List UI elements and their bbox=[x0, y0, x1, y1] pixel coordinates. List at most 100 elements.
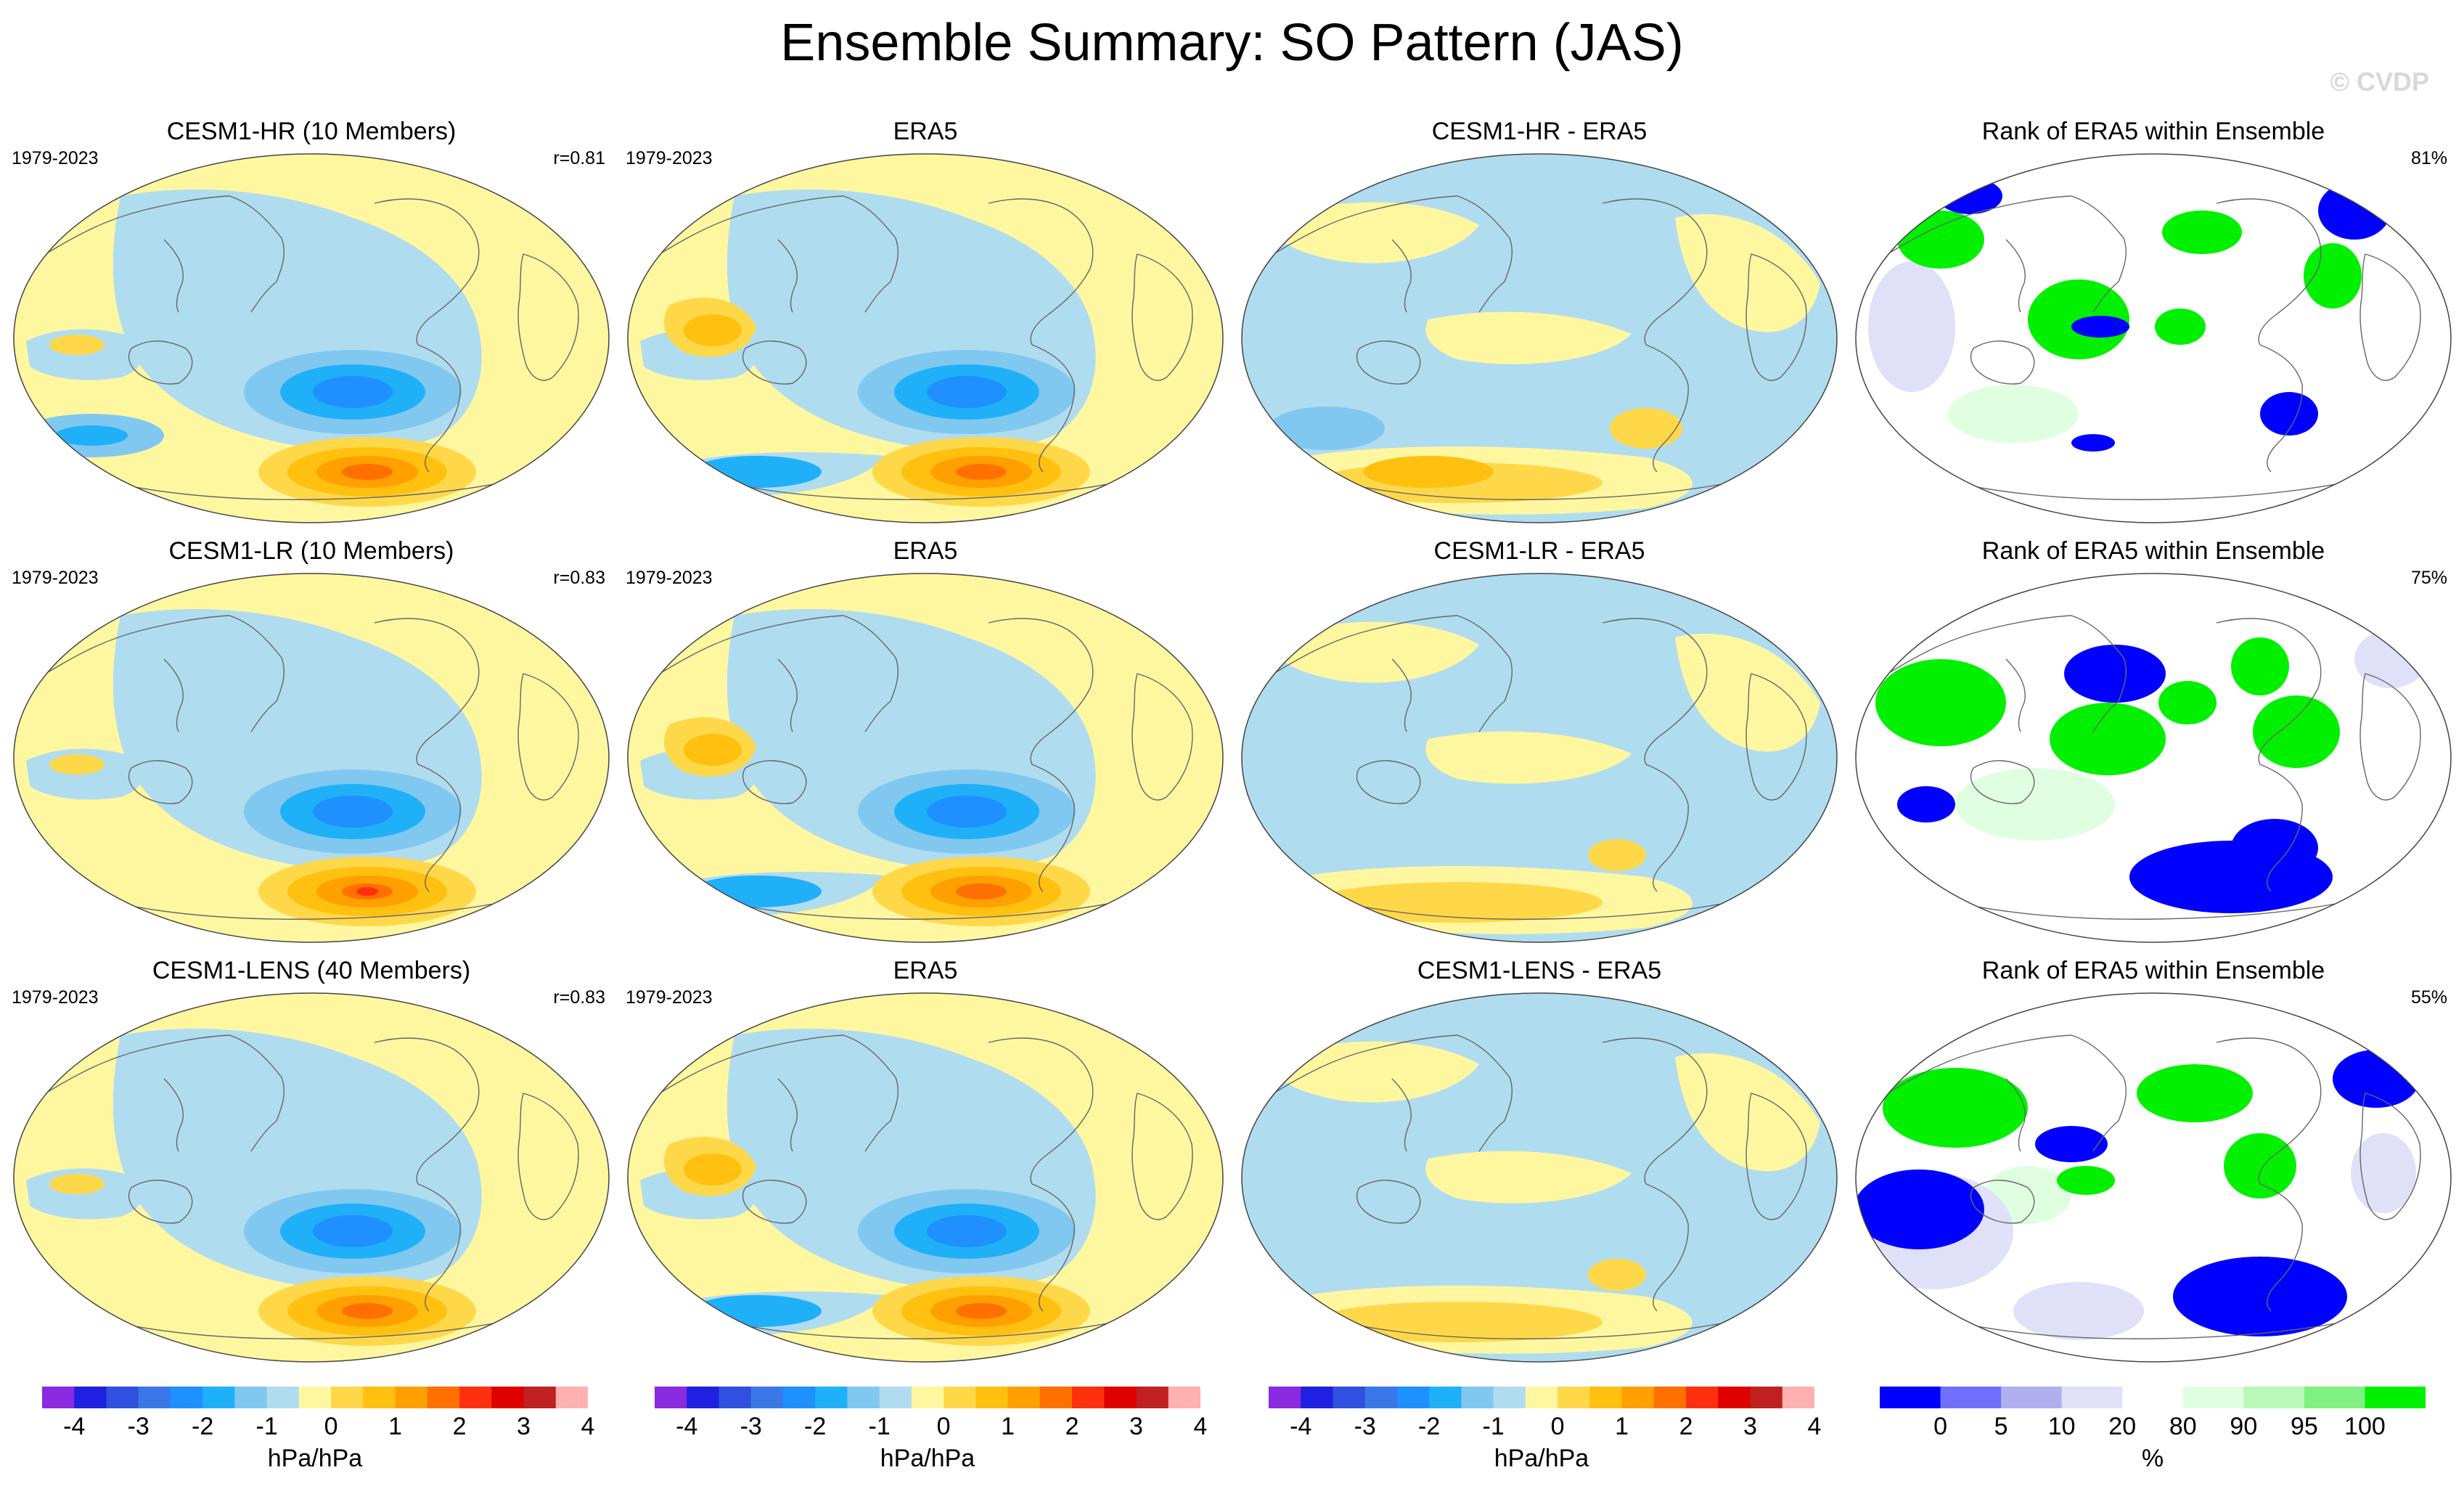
map-outline bbox=[13, 573, 610, 943]
colorbar-swatch bbox=[1718, 1387, 1751, 1408]
rank-low-region bbox=[2071, 434, 2115, 452]
south-pacific-low-core bbox=[927, 796, 1007, 828]
colorbar-swatch bbox=[555, 1387, 589, 1408]
panel-years: 1979-2023 bbox=[12, 568, 99, 588]
rank-high-region bbox=[2137, 1064, 2253, 1122]
map-field bbox=[628, 573, 1223, 942]
colorbar-swatch bbox=[395, 1387, 428, 1408]
positive-region-atlantic bbox=[1675, 1053, 1820, 1172]
rank-high-region bbox=[1875, 659, 2006, 746]
map-outline bbox=[1241, 573, 1838, 943]
map-field bbox=[628, 993, 1223, 1362]
colorbar-tick-label: 4 bbox=[1193, 1413, 1208, 1440]
colorbar-unit: hPa/hPa bbox=[880, 1445, 975, 1472]
colorbar-swatch bbox=[1880, 1387, 1941, 1408]
map-svg bbox=[13, 573, 610, 943]
map-field bbox=[1856, 993, 2451, 1362]
positive-region-atlantic bbox=[1675, 633, 1820, 752]
drake-high-core bbox=[342, 464, 393, 480]
panel-stat: 75% bbox=[2410, 568, 2447, 588]
positive-core-australia bbox=[49, 1174, 105, 1194]
colorbar-swatch bbox=[944, 1387, 976, 1408]
colorbar-swatch bbox=[1104, 1387, 1137, 1408]
colorbar-tick-label: 10 bbox=[2047, 1413, 2076, 1440]
colorbar-swatch bbox=[1589, 1387, 1623, 1408]
colorbar-swatch bbox=[975, 1387, 1009, 1408]
rank-high-region bbox=[2162, 211, 2242, 254]
rank-highmid-region bbox=[1955, 768, 2115, 841]
colorbar-swatch bbox=[782, 1387, 816, 1408]
colorbar-swatch bbox=[170, 1387, 203, 1408]
colorbar: 0 5 10 20 80 90 95 100% bbox=[1880, 1387, 2426, 1481]
map-svg bbox=[1855, 992, 2452, 1363]
colorbar-swatch bbox=[1493, 1387, 1526, 1408]
panel-title: CESM1-LENS (40 Members) bbox=[152, 957, 471, 984]
drake-high-core bbox=[342, 1303, 393, 1319]
colorbar-swatch bbox=[1558, 1387, 1590, 1408]
panel-title: CESM1-HR - ERA5 bbox=[1431, 118, 1648, 145]
map-svg bbox=[1855, 573, 2452, 943]
panel-title: Rank of ERA5 within Ensemble bbox=[1981, 537, 2325, 565]
colorbar-tick-label: 0 bbox=[324, 1413, 338, 1440]
colorbar-swatch bbox=[2365, 1387, 2426, 1408]
panel-title: CESM1-LR - ERA5 bbox=[1433, 537, 1645, 565]
coastlines bbox=[647, 1034, 1193, 1339]
colorbar-swatch bbox=[2122, 1387, 2184, 1408]
colorbar-swatch bbox=[2304, 1387, 2365, 1408]
colorbar-swatch bbox=[879, 1387, 912, 1408]
panel-years: 1979-2023 bbox=[626, 568, 713, 588]
colorbar-swatch bbox=[687, 1387, 719, 1408]
colorbar-swatch bbox=[815, 1387, 848, 1408]
map-outline bbox=[627, 992, 1224, 1363]
colorbar-tick-label: -4 bbox=[676, 1413, 698, 1440]
map-svg bbox=[627, 992, 1224, 1363]
positive-region-atlantic bbox=[1675, 213, 1820, 332]
map-outline bbox=[1855, 153, 2452, 523]
colorbar-swatch bbox=[1525, 1387, 1558, 1408]
colorbar-swatch bbox=[1364, 1387, 1398, 1408]
rank-high-region bbox=[2057, 1166, 2115, 1195]
rank-high-region bbox=[1897, 211, 1984, 269]
map-field bbox=[1856, 154, 2451, 523]
rank-lowmid-region bbox=[2013, 1282, 2144, 1340]
colorbar-swatch bbox=[1039, 1387, 1073, 1408]
colorbar: -4 -3 -2 -1 0 1 2 3 4 hPa/hPa bbox=[1269, 1387, 1821, 1481]
colorbar-tick-label: 95 bbox=[2290, 1413, 2318, 1440]
panel-stat: 55% bbox=[2410, 987, 2447, 1008]
colorbar-swatch bbox=[2182, 1387, 2244, 1408]
rank-high-region bbox=[2253, 695, 2340, 768]
antarctic-low-core bbox=[691, 875, 822, 907]
map-panel: CESM1-HR - ERA5 bbox=[1240, 118, 1839, 524]
map-svg bbox=[1241, 992, 1838, 1363]
colorbar-swatch bbox=[1621, 1387, 1655, 1408]
colorbar-tick-label: -1 bbox=[255, 1413, 278, 1440]
map-field bbox=[14, 993, 609, 1362]
positive-region-north bbox=[1269, 621, 1479, 683]
map-panel: CESM1-HR (10 Members) 1979-2023 r=0.81 bbox=[12, 118, 611, 524]
rank-low-region bbox=[2260, 392, 2318, 436]
colorbar-tick-label: 1 bbox=[1615, 1413, 1629, 1440]
colorbar-tick-label: 2 bbox=[1065, 1413, 1079, 1440]
south-pacific-low-core bbox=[313, 376, 393, 408]
positive-region-tropics bbox=[1425, 1151, 1632, 1204]
coastlines bbox=[1875, 1034, 2421, 1339]
panel-title: ERA5 bbox=[893, 957, 958, 984]
coastlines bbox=[647, 615, 1193, 920]
positive-core-australia bbox=[684, 314, 742, 346]
positive-region-tropics bbox=[1425, 731, 1632, 784]
coastlines bbox=[647, 195, 1193, 500]
colorbar-tick-label: 4 bbox=[581, 1413, 595, 1440]
coastlines bbox=[1261, 1034, 1807, 1339]
drake-high-core bbox=[956, 883, 1007, 899]
colorbar-tick-label: 100 bbox=[2344, 1413, 2386, 1440]
colorbar-tick-label: -4 bbox=[1290, 1413, 1312, 1440]
coastlines bbox=[33, 195, 579, 500]
colorbar-tick-label: 0 bbox=[1933, 1413, 1948, 1440]
panel-stat: r=0.81 bbox=[553, 148, 605, 168]
colorbar-swatch bbox=[427, 1387, 460, 1408]
colorbar-tick-label: 1 bbox=[388, 1413, 403, 1440]
colorbar-swatch bbox=[2061, 1387, 2123, 1408]
map-field bbox=[14, 573, 609, 942]
colorbar-tick-label: 1 bbox=[1001, 1413, 1015, 1440]
map-svg bbox=[13, 153, 610, 523]
